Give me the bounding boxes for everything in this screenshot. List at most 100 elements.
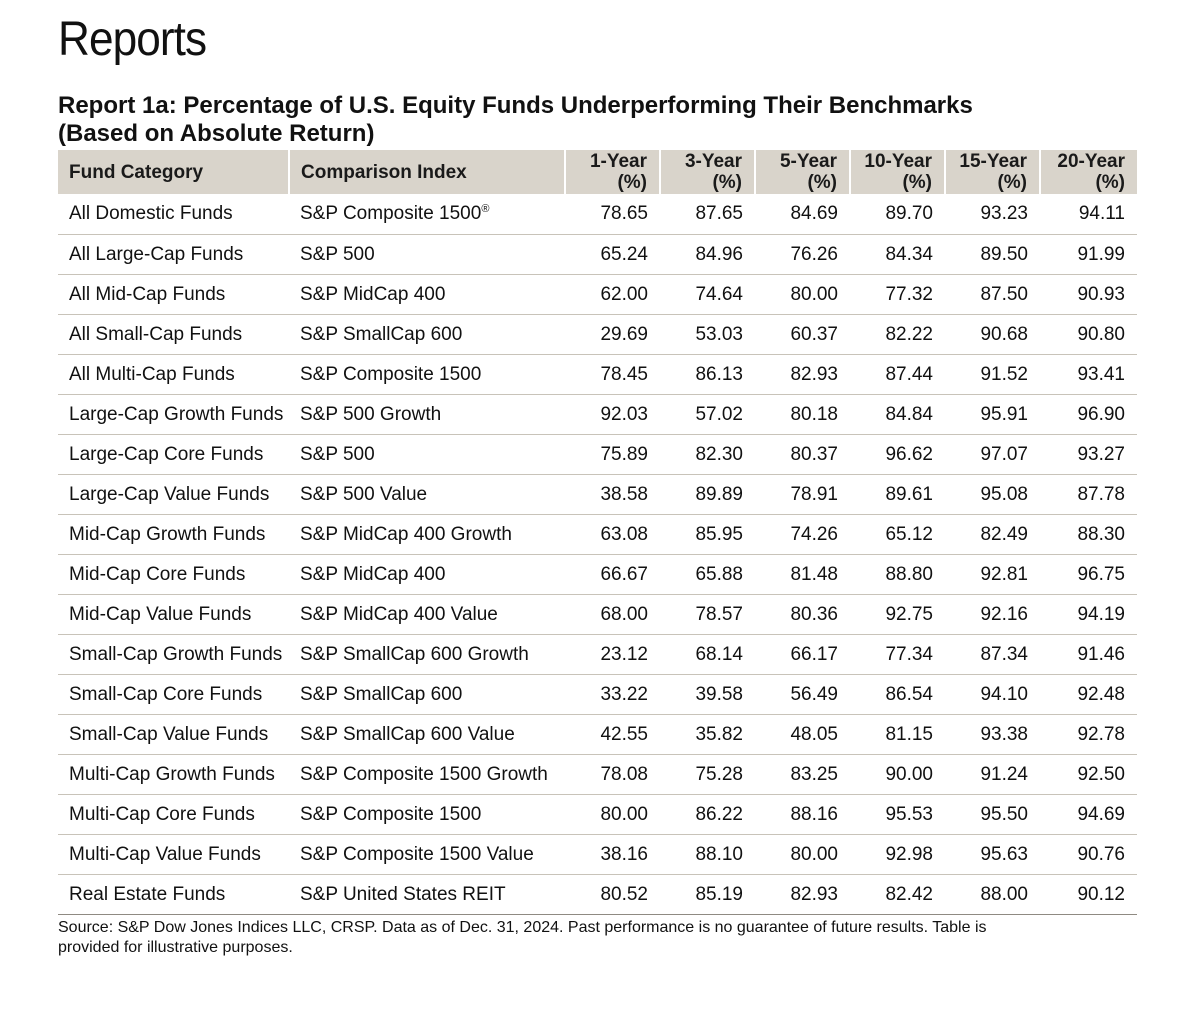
percentage-cell: 68.00 [565, 594, 660, 635]
percentage-cell: 96.75 [1040, 554, 1137, 595]
column-header-label: 3-Year [684, 151, 742, 172]
comparison-index-cell: S&P SmallCap 600 Value [289, 714, 565, 755]
column-header: 15-Year (%) [945, 150, 1041, 194]
percentage-cell: 93.41 [1040, 354, 1137, 395]
comparison-index-label: S&P MidCap 400 [300, 283, 446, 305]
percentage-cell: 23.12 [565, 634, 660, 675]
percentage-cell: 96.90 [1040, 394, 1137, 435]
percentage-cell: 75.28 [660, 754, 755, 795]
comparison-index-cell: S&P Composite 1500 [289, 354, 565, 395]
percentage-cell: 95.91 [945, 394, 1040, 435]
table-row: All Domestic Funds S&P Composite 1500® 78.… [58, 194, 1137, 235]
comparison-index-label: S&P Composite 1500 [300, 803, 482, 825]
percentage-cell: 38.58 [565, 474, 660, 515]
percentage-cell: 39.58 [660, 674, 755, 715]
comparison-index-cell: S&P 500 Growth [289, 394, 565, 435]
column-header: 5-Year (%) [755, 150, 851, 194]
table-row: Mid-Cap Growth Funds S&P MidCap 400 Growt… [58, 514, 1137, 555]
percentage-cell: 65.12 [850, 514, 945, 555]
table-row: Small-Cap Value Funds S&P SmallCap 600 Va… [58, 714, 1137, 755]
table-row: Large-Cap Value Funds S&P 500 Value 38.58 8… [58, 474, 1137, 515]
percentage-cell: 60.37 [755, 314, 850, 355]
percentage-cell: 84.69 [755, 194, 850, 235]
percentage-cell: 88.16 [755, 794, 850, 835]
percentage-cell: 94.19 [1040, 594, 1137, 635]
percentage-cell: 85.19 [660, 874, 755, 915]
percentage-cell: 33.22 [565, 674, 660, 715]
comparison-index-label: S&P United States REIT [300, 883, 506, 905]
report-title: Report 1a: Percentage of U.S. Equity Fun… [58, 92, 1136, 148]
fund-category-cell: Mid-Cap Core Funds [58, 554, 289, 595]
fund-category-cell: Multi-Cap Growth Funds [58, 754, 289, 795]
percentage-cell: 92.78 [1040, 714, 1137, 755]
percentage-cell: 81.15 [850, 714, 945, 755]
percentage-cell: 82.93 [755, 354, 850, 395]
comparison-index-label: S&P SmallCap 600 Growth [300, 643, 529, 665]
comparison-index-cell: S&P Composite 1500 [289, 794, 565, 835]
percentage-cell: 83.25 [755, 754, 850, 795]
comparison-index-cell: S&P 500 Value [289, 474, 565, 515]
fund-category-cell: Large-Cap Value Funds [58, 474, 289, 515]
percentage-cell: 88.10 [660, 834, 755, 875]
comparison-index-cell: S&P Composite 1500® [289, 194, 565, 235]
column-header-label: 10-Year [864, 151, 932, 172]
percentage-cell: 78.65 [565, 194, 660, 235]
percentage-cell: 96.62 [850, 434, 945, 475]
table-row: Multi-Cap Value Funds S&P Composite 1500 … [58, 834, 1137, 875]
footnote-line-1: Source: S&P Dow Jones Indices LLC, CRSP.… [58, 919, 987, 936]
column-header: 20-Year (%) [1040, 150, 1137, 194]
fund-category-cell: Multi-Cap Core Funds [58, 794, 289, 835]
table-row: Mid-Cap Value Funds S&P MidCap 400 Value 6… [58, 594, 1137, 635]
percentage-cell: 56.49 [755, 674, 850, 715]
percentage-cell: 92.50 [1040, 754, 1137, 795]
column-header: 10-Year (%) [850, 150, 946, 194]
percentage-cell: 74.64 [660, 274, 755, 315]
percentage-cell: 78.45 [565, 354, 660, 395]
percentage-cell: 66.17 [755, 634, 850, 675]
percentage-cell: 88.80 [850, 554, 945, 595]
comparison-index-label: S&P Composite 1500 [300, 203, 482, 224]
percentage-cell: 75.89 [565, 434, 660, 475]
comparison-index-cell: S&P Composite 1500 Growth [289, 754, 565, 795]
table-row: Multi-Cap Growth Funds S&P Composite 1500… [58, 754, 1137, 795]
percentage-cell: 77.34 [850, 634, 945, 675]
percentage-cell: 90.12 [1040, 874, 1137, 915]
column-header-label: 20-Year [1057, 151, 1125, 172]
fund-category-cell: Mid-Cap Growth Funds [58, 514, 289, 555]
percentage-cell: 84.84 [850, 394, 945, 435]
comparison-index-label: S&P MidCap 400 Value [300, 603, 498, 625]
percentage-cell: 87.44 [850, 354, 945, 395]
comparison-index-cell: S&P MidCap 400 [289, 554, 565, 595]
percentage-cell: 87.34 [945, 634, 1040, 675]
column-header-label: Comparison Index [301, 161, 467, 183]
percentage-cell: 82.42 [850, 874, 945, 915]
comparison-index-cell: S&P United States REIT [289, 874, 565, 915]
percentage-cell: 80.37 [755, 434, 850, 475]
page-heading: Reports [58, 13, 207, 66]
percentage-cell: 35.82 [660, 714, 755, 755]
column-header-label: 1-Year [589, 151, 647, 172]
percentage-cell: 78.08 [565, 754, 660, 795]
table-row: Large-Cap Growth Funds S&P 500 Growth 92.0… [58, 394, 1137, 435]
comparison-index-cell: S&P MidCap 400 Growth [289, 514, 565, 555]
column-header-label: Fund Category [69, 161, 204, 183]
percentage-cell: 42.55 [565, 714, 660, 755]
percentage-cell: 82.30 [660, 434, 755, 475]
column-header-label: 15-Year [959, 151, 1027, 172]
column-header-unit: (%) [997, 172, 1027, 193]
comparison-index-label: S&P 500 [300, 243, 375, 265]
fund-category-cell: All Small-Cap Funds [58, 314, 289, 355]
percentage-cell: 89.50 [945, 234, 1040, 275]
comparison-index-label: S&P Composite 1500 [300, 363, 482, 385]
column-header: Fund Category [58, 150, 290, 194]
percentage-cell: 81.48 [755, 554, 850, 595]
table-header-row: Fund Category Comparison Index 1-Year (%) 3-… [58, 150, 1137, 194]
comparison-index-cell: S&P MidCap 400 Value [289, 594, 565, 635]
percentage-cell: 93.27 [1040, 434, 1137, 475]
column-header-unit: (%) [712, 172, 742, 193]
percentage-cell: 92.48 [1040, 674, 1137, 715]
percentage-cell: 48.05 [755, 714, 850, 755]
fund-category-cell: Multi-Cap Value Funds [58, 834, 289, 875]
comparison-index-cell: S&P MidCap 400 [289, 274, 565, 315]
percentage-cell: 92.98 [850, 834, 945, 875]
